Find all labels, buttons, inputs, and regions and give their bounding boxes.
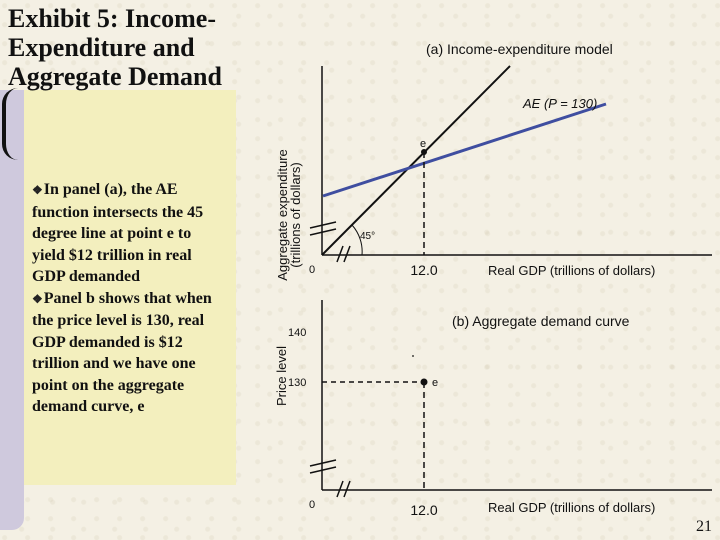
panel-b-ylabel: Price level xyxy=(274,346,289,406)
panel-b-title: (b) Aggregate demand curve xyxy=(452,313,630,329)
panel-a-point-label: e xyxy=(420,138,426,150)
panel-b-origin-label: 0 xyxy=(309,499,315,511)
panel-b-y-tick-140: 140 xyxy=(288,327,306,339)
angle-arc xyxy=(351,224,363,256)
panel-a-y-axis-break-mark xyxy=(309,221,337,229)
bullet-item: ❖Panel b shows that when the price level… xyxy=(32,288,228,418)
page-number: 21 xyxy=(696,518,712,535)
panel-b-stray-dot xyxy=(412,355,414,357)
panel-b-y-axis-break-mark xyxy=(309,459,337,467)
decorative-bracket xyxy=(2,88,20,160)
degree-45-line xyxy=(321,65,511,256)
panel-a-origin-label: 0 xyxy=(309,264,315,276)
bullet-list: ❖In panel (a), the AE function intersect… xyxy=(32,179,228,418)
ae-line xyxy=(322,102,607,198)
panel-a-ylabel: Aggregate expenditure (trillions of doll… xyxy=(275,149,303,281)
text-panel-background xyxy=(24,90,236,485)
panel-b-point-e xyxy=(420,378,428,386)
title-line-1: Exhibit 5: Income- xyxy=(8,4,216,33)
panel-a-x-tick: 12.0 xyxy=(410,262,437,278)
panel-a-point-e xyxy=(421,149,427,155)
slide-title: Exhibit 5: Income- Expenditure and Aggre… xyxy=(8,4,248,91)
panel-b-x-axis-break-mark xyxy=(336,480,344,498)
angle-label: 45° xyxy=(360,231,375,242)
panel-b-y-axis-break-mark xyxy=(309,466,337,474)
title-line-3: Aggregate Demand xyxy=(8,62,222,91)
panel-a-y-axis-break-mark xyxy=(309,228,337,236)
panel-a-xlabel: Real GDP (trillions of dollars) xyxy=(488,263,655,278)
bullet-text: In panel (a), the AE function intersects… xyxy=(32,181,204,285)
panel-a-ylabel-line-1: Aggregate expenditure xyxy=(275,149,290,281)
panel-a-title: (a) Income-expenditure model xyxy=(426,41,613,57)
panel-a-ylabel-line-2: (trillions of dollars) xyxy=(288,162,303,267)
panel-a-x-axis-break-mark xyxy=(336,245,344,263)
ae-line-label: AE (P = 130) xyxy=(522,96,597,111)
panel-b-x-tick: 12.0 xyxy=(410,502,437,518)
panel-b-point-label: e xyxy=(432,377,438,389)
decorative-side-strip xyxy=(0,90,24,530)
bullet-diamond-icon: ❖ xyxy=(32,183,43,197)
bullet-text: Panel b shows that when the price level … xyxy=(32,289,212,416)
panel-b-y-tick-130: 130 xyxy=(288,377,306,389)
bullet-diamond-icon: ❖ xyxy=(32,291,43,306)
title-line-2: Expenditure and xyxy=(8,33,195,62)
bullet-item: ❖In panel (a), the AE function intersect… xyxy=(32,179,228,288)
panel-b-x-axis-break-mark xyxy=(343,480,351,498)
panel-b-xlabel: Real GDP (trillions of dollars) xyxy=(488,500,655,515)
panel-a-x-axis-break-mark xyxy=(343,245,351,263)
